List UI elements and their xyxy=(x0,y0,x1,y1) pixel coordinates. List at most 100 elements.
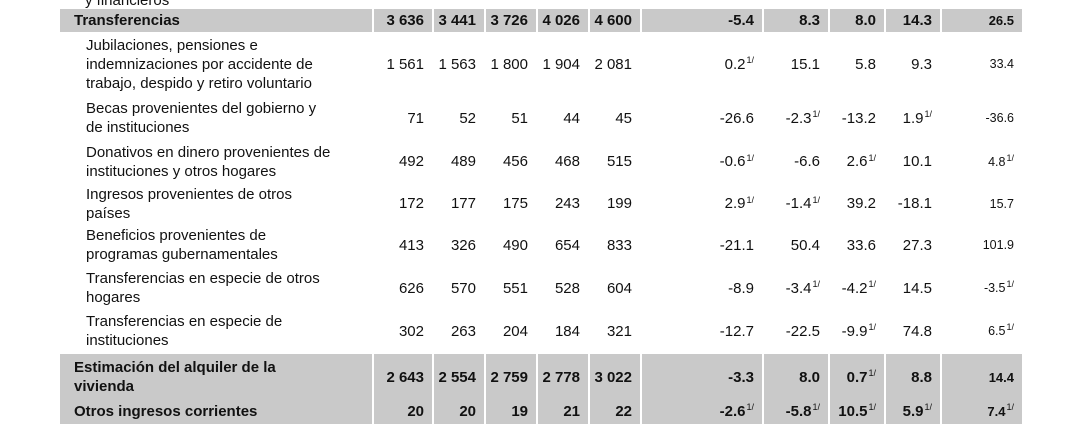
cell-value: -3.4 xyxy=(785,279,812,297)
cell-value: 8.0 xyxy=(855,12,876,29)
label-line: vivienda xyxy=(74,378,135,395)
table-cell: 5.8 xyxy=(828,32,884,96)
table-row: Beneficios provenientes de programas gube… xyxy=(60,224,1022,266)
table-cell: 9.3 xyxy=(884,32,940,96)
cell-value: 51 xyxy=(511,109,528,127)
table-cell: -8.9 xyxy=(640,266,762,310)
table-cell: 172 xyxy=(372,183,432,224)
table-row: Jubilaciones, pensiones e indemnizaciones… xyxy=(60,32,1022,96)
cell-value: 7.4 xyxy=(987,403,1006,419)
table-cell: 74.8 xyxy=(884,310,940,352)
table-cell: 14.3 xyxy=(884,9,940,32)
row-label: Donativos en dinero provenientes de insti… xyxy=(86,140,372,183)
table-cell: -3.3 xyxy=(640,354,762,400)
table-cell: 570 xyxy=(432,266,484,310)
table-cell: 50.4 xyxy=(762,224,828,266)
table-cell: 1 563 xyxy=(432,32,484,96)
cell-value: -26.6 xyxy=(719,109,754,127)
cell-value: 654 xyxy=(554,236,580,254)
table-cell: 33.6 xyxy=(828,224,884,266)
cell-value: 2 554 xyxy=(438,368,476,386)
cell-value: -3.3 xyxy=(728,368,754,386)
table-cell: 3 022 xyxy=(588,354,640,400)
table-cell: 2 778 xyxy=(536,354,588,400)
footnote-mark: 1/ xyxy=(812,279,820,289)
cell-value: 20 xyxy=(459,402,476,420)
table-cell: 10.1 xyxy=(884,140,940,183)
table-cell: 468 xyxy=(536,140,588,183)
table-cell: -21.1 xyxy=(640,224,762,266)
table-cell: 2 554 xyxy=(432,354,484,400)
table-cell: 22 xyxy=(588,398,640,424)
cell-value: 321 xyxy=(606,322,632,340)
row-label: Estimación del alquiler de la vivienda xyxy=(74,354,372,400)
cell-value: 551 xyxy=(502,279,528,297)
table-row: Ingresos provenientes de otros países 172 1… xyxy=(60,183,1022,224)
table-cell: 4.8 1/ xyxy=(940,140,1022,183)
table-cell: -2.3 1/ xyxy=(762,96,828,140)
table-cell: 604 xyxy=(588,266,640,310)
cell-value: 515 xyxy=(606,153,632,170)
table-cell: 489 xyxy=(432,140,484,183)
footnote-mark: 1/ xyxy=(868,322,876,332)
cell-value: 33.4 xyxy=(989,57,1014,71)
cell-value: 184 xyxy=(554,322,580,340)
cell-value: -8.9 xyxy=(728,279,754,297)
cell-value: 2.6 xyxy=(846,153,868,170)
table-cell: 71 xyxy=(372,96,432,140)
table-cell: 10.5 1/ xyxy=(828,398,884,424)
label-line: Transferencias xyxy=(74,12,180,29)
table-cell: 199 xyxy=(588,183,640,224)
cell-value: -18.1 xyxy=(897,195,932,212)
cell-value: 45 xyxy=(615,109,632,127)
cell-value: 2 643 xyxy=(386,368,424,386)
cell-value: 5.8 xyxy=(855,55,876,73)
cell-value: 15.7 xyxy=(989,196,1014,211)
cell-value: 101.9 xyxy=(982,238,1014,252)
row-label: Becas provenientes del gobierno y de inst… xyxy=(86,96,372,140)
cell-value: 570 xyxy=(450,279,476,297)
table-cell: 3 726 xyxy=(484,9,536,32)
footnote-mark: 1/ xyxy=(924,109,932,119)
table-cell: 243 xyxy=(536,183,588,224)
cell-value: 52 xyxy=(459,109,476,127)
cell-value: 413 xyxy=(398,236,424,254)
cell-value: 0.7 xyxy=(846,368,868,386)
table-cell: 4 600 xyxy=(588,9,640,32)
label-line: de instituciones xyxy=(86,119,190,136)
cell-value: 468 xyxy=(554,153,580,170)
label-line: instituciones y otros hogares xyxy=(86,162,277,180)
cell-value: 0.2 xyxy=(724,55,746,73)
footnote-mark: 1/ xyxy=(868,368,876,378)
table-cell: 551 xyxy=(484,266,536,310)
table-cell: 52 xyxy=(432,96,484,140)
cell-value: 21 xyxy=(563,402,580,420)
table-cell: 3 636 xyxy=(372,9,432,32)
table-cell: 2 759 xyxy=(484,354,536,400)
table-cell: 20 xyxy=(372,398,432,424)
footnote-mark: 1/ xyxy=(1006,152,1014,163)
table-cell: 7.4 1/ xyxy=(940,398,1022,424)
table-cell: 33.4 xyxy=(940,32,1022,96)
table-cell: 321 xyxy=(588,310,640,352)
table-cell: -12.7 xyxy=(640,310,762,352)
label-line: Otros ingresos corrientes xyxy=(74,402,258,420)
cell-value: 243 xyxy=(554,195,580,212)
table-cell: 1 800 xyxy=(484,32,536,96)
label-line: Becas provenientes del gobierno y xyxy=(86,100,317,117)
table-cell: 15.1 xyxy=(762,32,828,96)
label-line: Jubilaciones, pensiones e xyxy=(86,36,258,54)
table-cell: 27.3 xyxy=(884,224,940,266)
cell-value: 39.2 xyxy=(846,195,876,212)
cell-value: 326 xyxy=(450,236,476,254)
footnote-mark: 1/ xyxy=(746,402,754,412)
label-line: Ingresos provenientes de otros xyxy=(86,185,292,203)
table-cell: 626 xyxy=(372,266,432,310)
table-row: Transferencias 3 636 3 441 3 726 4 026 4 600 -… xyxy=(60,9,1022,32)
table-cell: 8.0 xyxy=(828,9,884,32)
table-cell: 1.9 1/ xyxy=(884,96,940,140)
footnote-mark: 1/ xyxy=(868,279,876,289)
footnote-mark: 1/ xyxy=(1006,402,1014,412)
cell-value: -2.3 xyxy=(785,109,812,127)
